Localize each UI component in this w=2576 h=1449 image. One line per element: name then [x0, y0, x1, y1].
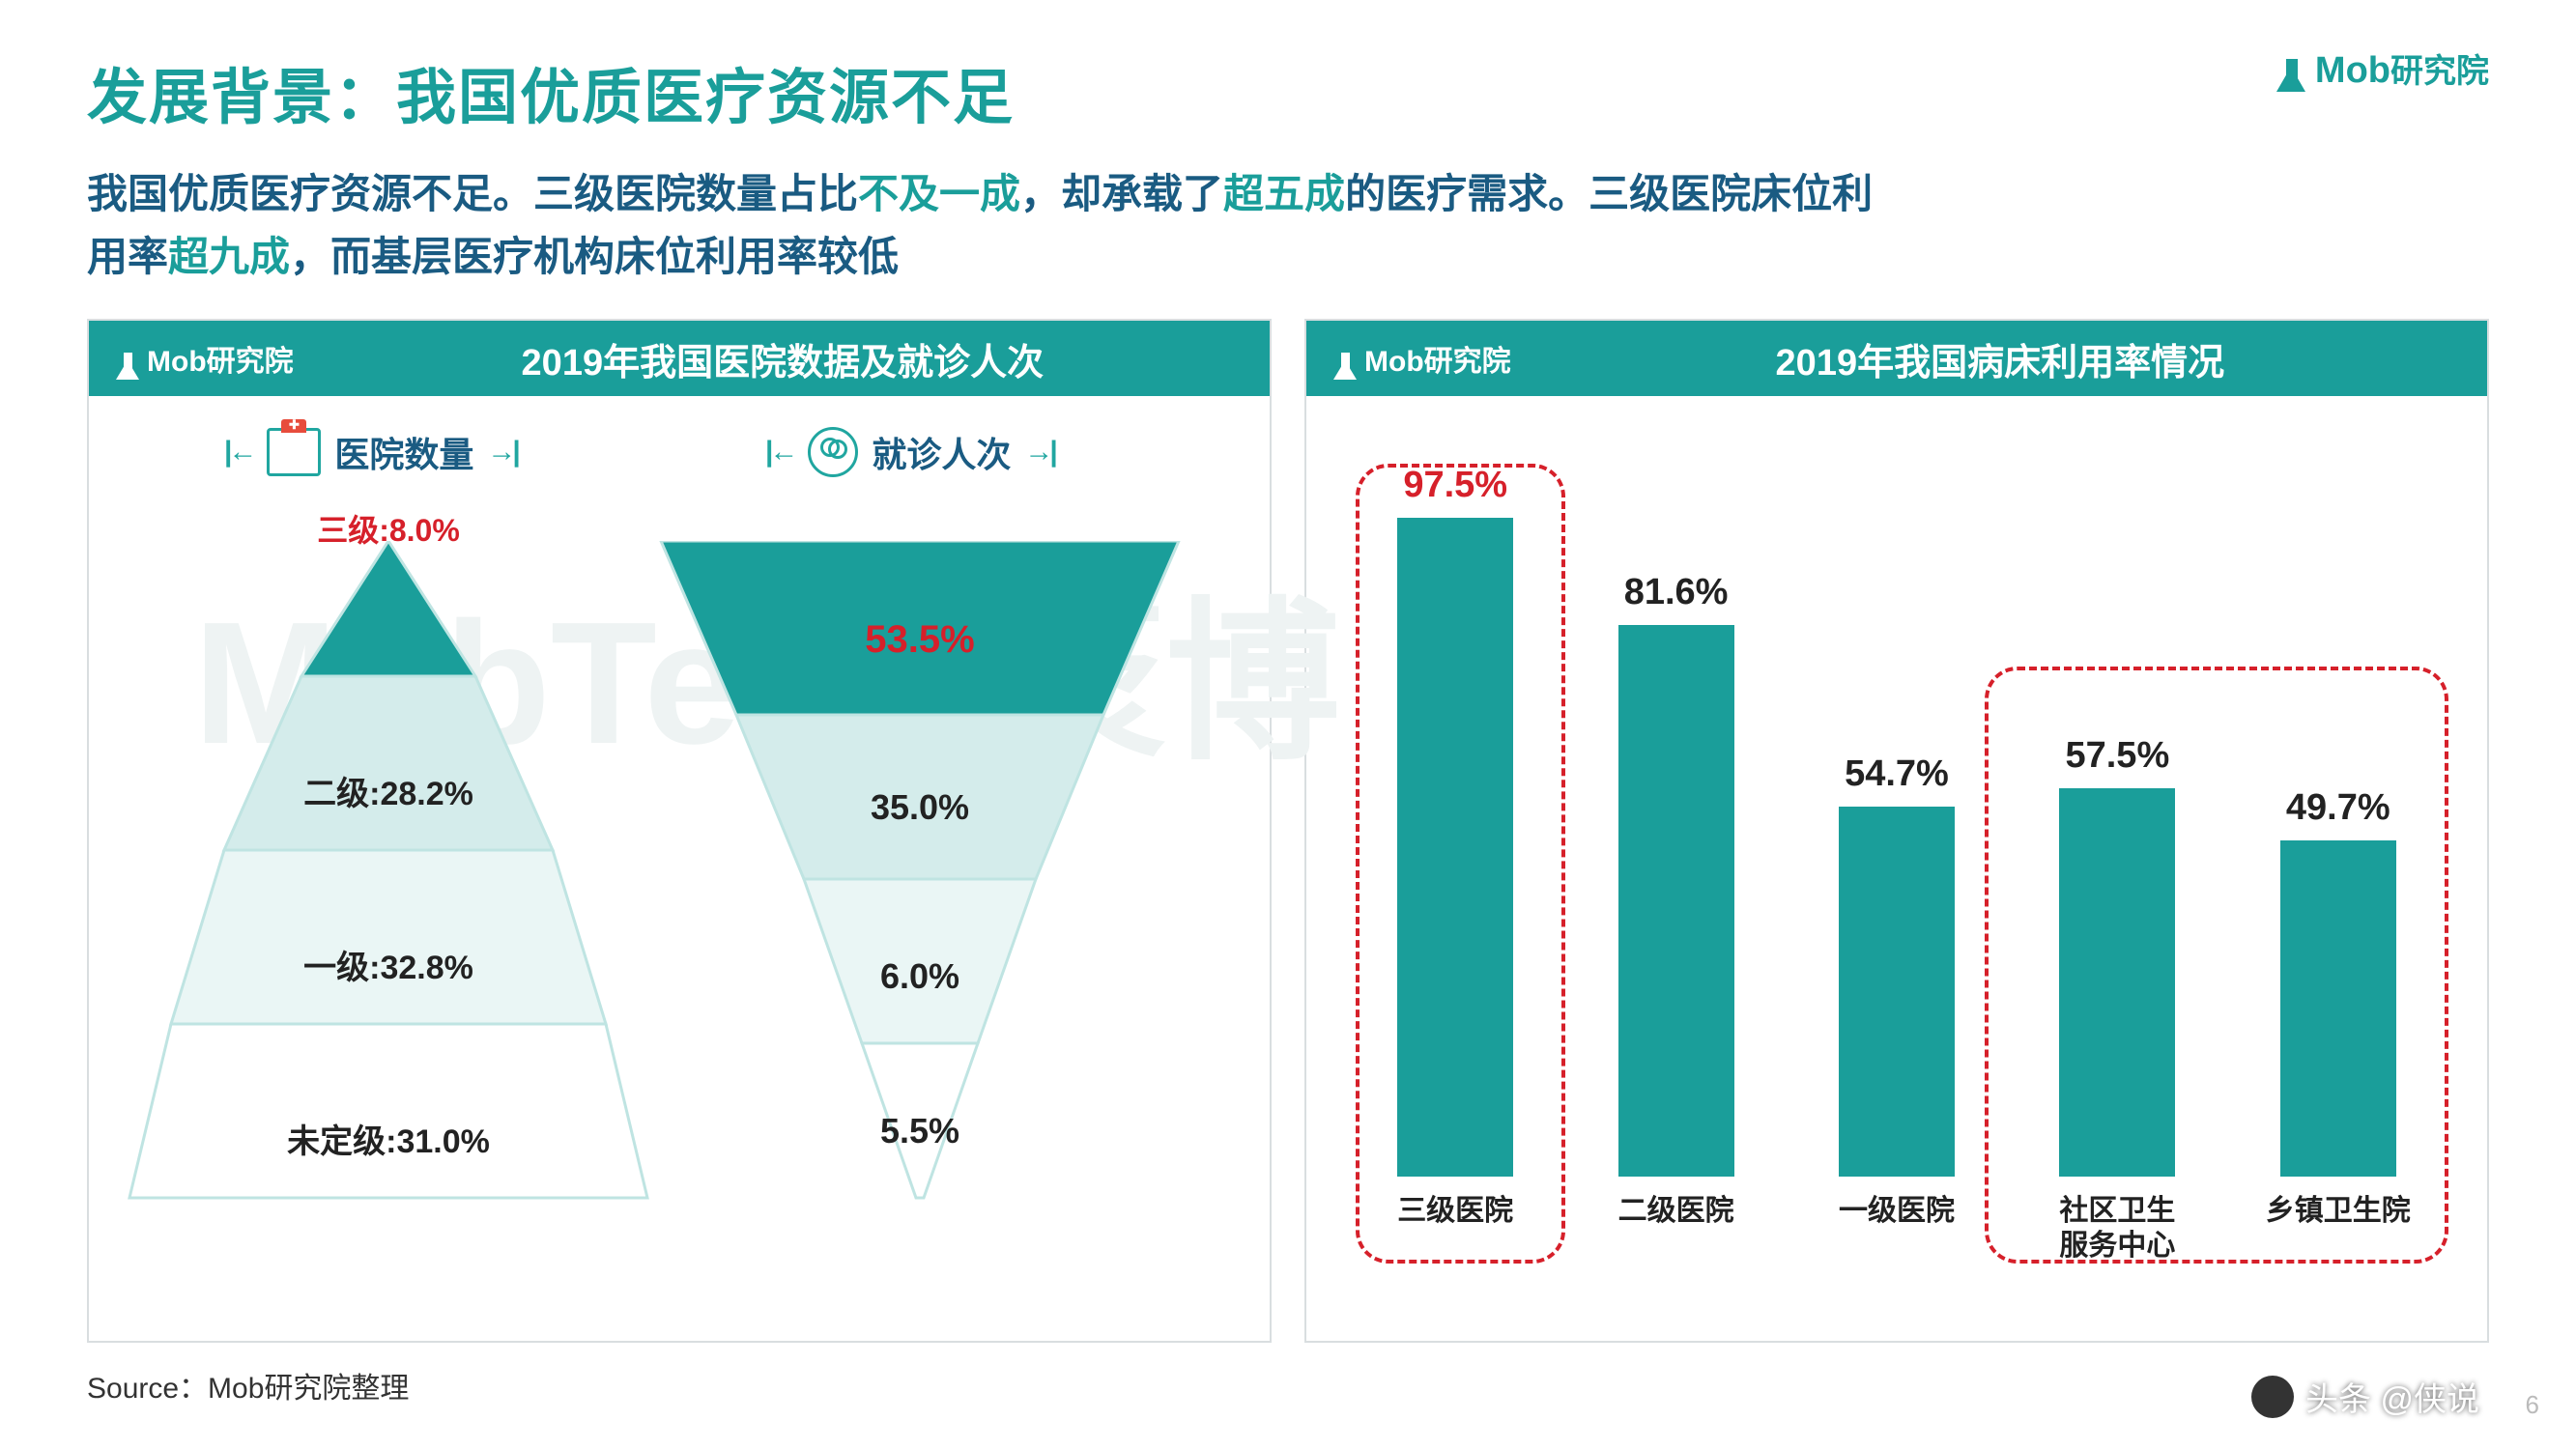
brand-logo-top-right: Mob研究院 [2276, 44, 2489, 92]
bar-value: 97.5% [1403, 465, 1507, 506]
brand-triangle-icon [2276, 59, 2305, 92]
people-icon [808, 427, 858, 477]
bar-category: 社区卫生服务中心 [2030, 1194, 2204, 1264]
col-left-label: 医院数量 [334, 427, 473, 477]
attribution: 头条 @侠说 [2251, 1373, 2479, 1420]
brand-suffix: 研究院 [2390, 53, 2489, 90]
source-note: Source：Mob研究院整理 [87, 1364, 409, 1406]
avatar [2251, 1376, 2294, 1418]
panel-body: |← 医院数量 →| |← 就诊人次 →| 三级:8.0%二级:28 [89, 396, 1270, 1341]
bar-column: 57.5% [2030, 735, 2204, 1178]
col-header-hospitals: |← 医院数量 →| [224, 427, 517, 477]
bar-column: 97.5% [1368, 465, 1542, 1178]
bar-column: 54.7% [1810, 753, 1984, 1177]
pyramid-chart [128, 541, 649, 1256]
bars-area: 97.5% 81.6% 54.7% 57.5% 49.7% 三级医院二级医院一级医院社区… [1345, 464, 2448, 1264]
bar [1397, 518, 1513, 1178]
panel-title: 2019年我国医院数据及就诊人次 [323, 332, 1243, 385]
bar-column: 81.6% [1589, 572, 1763, 1177]
bar-value: 81.6% [1624, 572, 1729, 613]
funnel-chart [649, 541, 1190, 1256]
bar-row: 97.5%81.6%54.7%57.5%49.7% [1345, 502, 2448, 1177]
attribution-text: 头条 @侠说 [2305, 1373, 2479, 1420]
panel-hospitals-visits: Mob研究院 2019年我国医院数据及就诊人次 |← 医院数量 →| |← 就诊… [87, 319, 1272, 1343]
brand-prefix: Mob [2315, 50, 2390, 91]
bar-value: 54.7% [1845, 753, 1949, 795]
page-title: 发展背景：我国优质医疗资源不足 [87, 48, 2489, 135]
panel-bed-utilization: Mob研究院 2019年我国病床利用率情况 97.5% 81.6% 54.7% 57.… [1304, 319, 2489, 1343]
bar-category: 乡镇卫生院 [2251, 1194, 2425, 1264]
panel-header: Mob研究院 2019年我国病床利用率情况 [1306, 321, 2487, 396]
page-number: 6 [2526, 1390, 2539, 1420]
arrow-left-icon: |← [765, 436, 794, 469]
col-header-visits: |← 就诊人次 →| [765, 427, 1054, 477]
bar-value: 49.7% [2286, 787, 2390, 829]
brand-triangle-icon [1333, 353, 1357, 380]
bar-value: 57.5% [2065, 735, 2169, 777]
bar [2059, 788, 2175, 1178]
col-right-label: 就诊人次 [872, 427, 1011, 477]
arrow-right-icon: →| [487, 436, 516, 469]
bar-category: 一级医院 [1810, 1194, 1984, 1264]
page-subtitle: 我国优质医疗资源不足。三级医院数量占比不及一成，却承载了超五成的医疗需求。三级医… [87, 162, 2489, 288]
column-headers: |← 医院数量 →| |← 就诊人次 →| [89, 427, 1270, 514]
panel-title: 2019年我国病床利用率情况 [1540, 332, 2460, 385]
bar-column: 49.7% [2251, 787, 2425, 1177]
arrow-left-icon: |← [224, 436, 253, 469]
panels-row: Mob研究院 2019年我国医院数据及就诊人次 |← 医院数量 →| |← 就诊… [87, 319, 2489, 1343]
panel-brand-logo: Mob研究院 [1333, 337, 1511, 380]
brand-triangle-icon [116, 353, 139, 380]
panel-body: 97.5% 81.6% 54.7% 57.5% 49.7% 三级医院二级医院一级医院社区… [1306, 396, 2487, 1341]
slide: MobTech 袤博 Mob研究院 发展背景：我国优质医疗资源不足 我国优质医疗… [0, 0, 2576, 1449]
bar-category-row: 三级医院二级医院一级医院社区卫生服务中心乡镇卫生院 [1345, 1194, 2448, 1264]
bar [2280, 840, 2396, 1177]
bar [1839, 807, 1955, 1177]
arrow-right-icon: →| [1024, 436, 1053, 469]
hospital-icon [267, 428, 321, 476]
bar-category: 二级医院 [1589, 1194, 1763, 1264]
bar-category: 三级医院 [1368, 1194, 1542, 1264]
bar [1618, 625, 1734, 1177]
panel-brand-logo: Mob研究院 [116, 337, 294, 380]
panel-header: Mob研究院 2019年我国医院数据及就诊人次 [89, 321, 1270, 396]
